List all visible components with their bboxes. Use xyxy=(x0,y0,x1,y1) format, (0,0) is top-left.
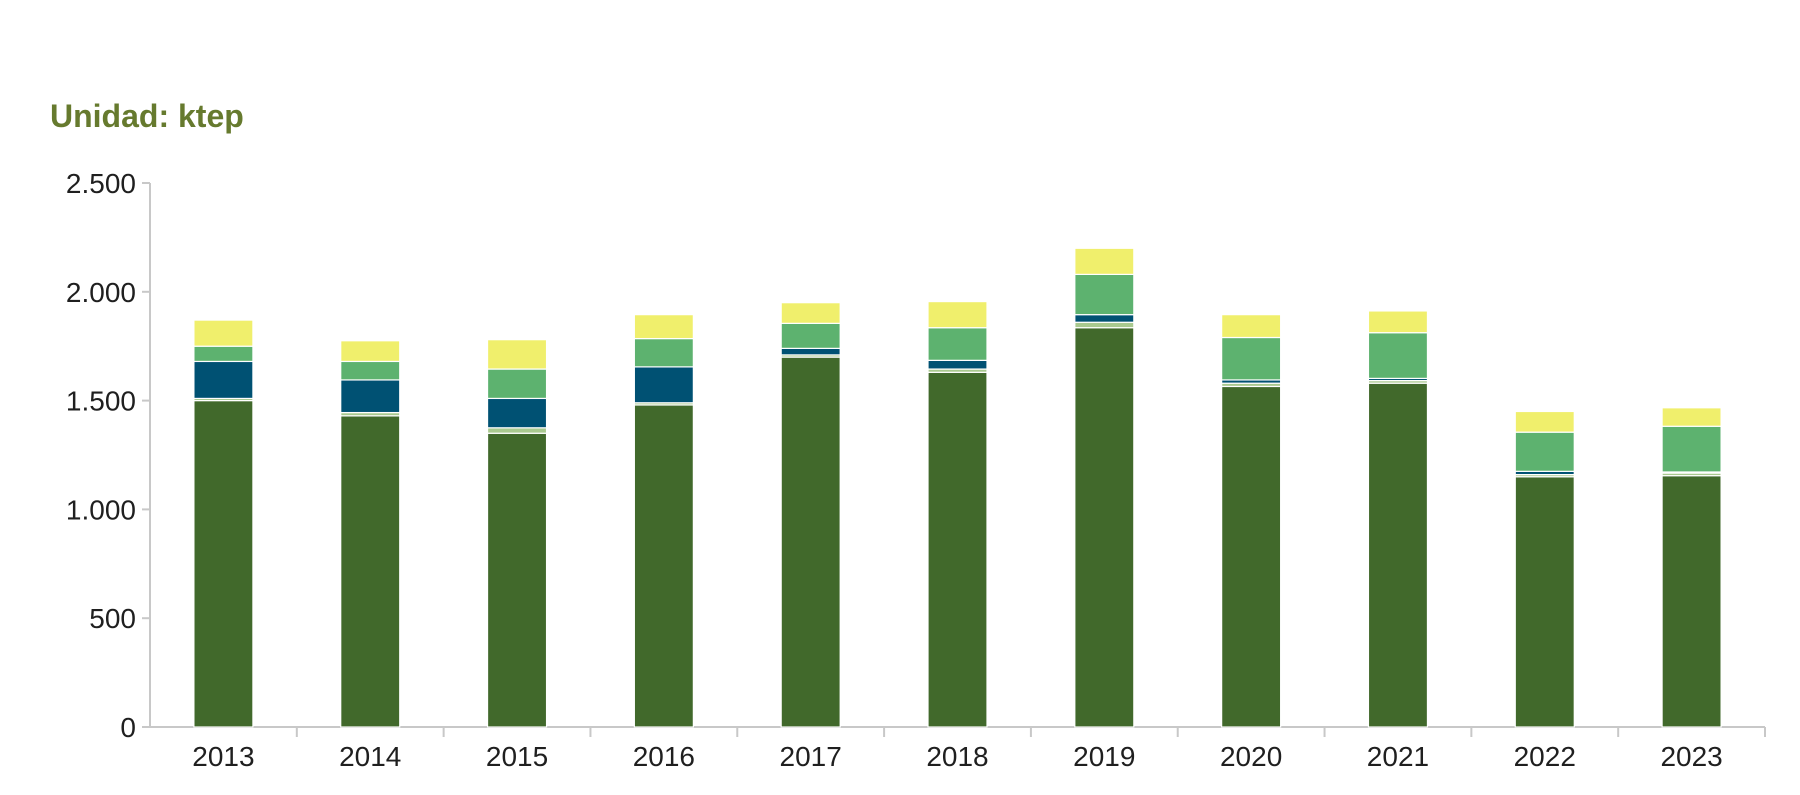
bar-segment-2020-series-5 xyxy=(1221,314,1282,339)
bar-segment-2019-series-3 xyxy=(1074,314,1135,323)
bar-segment-2020-series-1 xyxy=(1221,385,1282,728)
bar-segment-2021-series-1 xyxy=(1367,382,1429,728)
bar-segment-2020-series-4 xyxy=(1221,336,1282,381)
x-tick-label: 2017 xyxy=(780,741,842,772)
bar-segment-2013-series-4 xyxy=(193,345,254,363)
y-tick-label: 2.000 xyxy=(66,277,136,308)
bar-segment-2017-series-3 xyxy=(780,347,841,356)
x-tick-label: 2020 xyxy=(1220,741,1282,772)
x-tick-label: 2021 xyxy=(1367,741,1429,772)
bar-segment-2023-series-4 xyxy=(1661,425,1722,473)
bar-segment-2014-series-3 xyxy=(340,379,401,414)
unit-label: Unidad: ktep xyxy=(50,98,244,134)
bar-segment-2014-series-5 xyxy=(340,340,401,363)
bar-segment-2015-series-1 xyxy=(486,432,548,728)
bar-segment-2014-series-4 xyxy=(340,360,401,381)
bar-segment-2017-series-1 xyxy=(780,356,841,728)
x-tick-label: 2023 xyxy=(1660,741,1722,772)
x-tick-label: 2015 xyxy=(486,741,548,772)
bar-segment-2016-series-3 xyxy=(633,366,694,404)
x-tick-label: 2014 xyxy=(339,741,401,772)
x-tick-label: 2013 xyxy=(192,741,254,772)
bar-segment-2019-series-1 xyxy=(1074,327,1135,728)
bar-segment-2023-series-5 xyxy=(1661,407,1722,427)
x-tick-label: 2016 xyxy=(633,741,695,772)
y-tick-label: 2.500 xyxy=(66,168,136,199)
bar-segment-2016-series-5 xyxy=(633,314,694,340)
bar-segment-2018-series-5 xyxy=(927,300,988,329)
y-tick-label: 0 xyxy=(120,712,136,743)
bar-segment-2019-series-2 xyxy=(1074,321,1135,329)
bar-segment-2013-series-5 xyxy=(193,319,254,347)
bar-segment-2019-series-4 xyxy=(1074,273,1135,316)
bars xyxy=(193,247,1722,728)
bar-segment-2018-series-3 xyxy=(927,359,988,370)
bar-segment-2018-series-4 xyxy=(927,327,988,361)
bar-segment-2018-series-1 xyxy=(927,371,988,728)
y-tick-label: 1.000 xyxy=(66,494,136,525)
bar-segment-2015-series-5 xyxy=(486,339,548,370)
bar-segment-2023-series-1 xyxy=(1661,475,1722,728)
tick-labels: 0 500 1.000 1.500 2.000 2.500 2013 2014 2015 2016… xyxy=(66,168,1723,772)
bar-segment-2019-series-5 xyxy=(1074,247,1135,275)
bar-segment-2017-series-5 xyxy=(780,302,841,324)
bar-segment-2014-series-1 xyxy=(340,415,401,728)
bar-segment-2017-series-4 xyxy=(780,322,841,349)
x-tick-label: 2019 xyxy=(1073,741,1135,772)
bar-segment-2022-series-5 xyxy=(1514,410,1575,433)
bar-segment-2016-series-1 xyxy=(633,404,694,728)
bar-segment-2015-series-2 xyxy=(486,427,548,434)
y-tick-label: 1.500 xyxy=(66,386,136,417)
y-tick-label: 500 xyxy=(89,603,136,634)
bar-segment-2022-series-1 xyxy=(1514,476,1575,728)
bar-segment-2022-series-4 xyxy=(1514,431,1575,472)
bar-segment-2015-series-3 xyxy=(486,397,548,429)
x-tick-label: 2018 xyxy=(926,741,988,772)
bar-segment-2013-series-3 xyxy=(193,360,254,400)
bar-segment-2021-series-5 xyxy=(1367,310,1429,334)
bar-segment-2021-series-4 xyxy=(1367,332,1429,380)
x-tick-label: 2022 xyxy=(1514,741,1576,772)
bar-segment-2016-series-4 xyxy=(633,337,694,368)
bar-segment-2015-series-4 xyxy=(486,368,548,400)
bar-segment-2013-series-1 xyxy=(193,400,254,728)
